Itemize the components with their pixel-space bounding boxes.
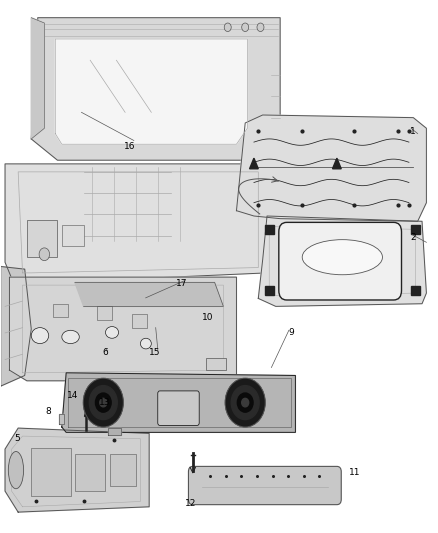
Ellipse shape xyxy=(302,240,382,274)
Ellipse shape xyxy=(106,327,119,338)
Bar xyxy=(27,220,57,257)
Text: 2: 2 xyxy=(410,233,416,243)
Polygon shape xyxy=(108,428,121,435)
Circle shape xyxy=(95,393,111,412)
Polygon shape xyxy=(10,277,237,381)
Polygon shape xyxy=(5,164,267,284)
Bar xyxy=(62,225,84,246)
Polygon shape xyxy=(85,411,87,416)
Bar xyxy=(132,314,147,328)
Circle shape xyxy=(100,398,107,407)
Text: 12: 12 xyxy=(185,498,196,507)
Ellipse shape xyxy=(8,451,24,489)
Polygon shape xyxy=(250,158,258,169)
Text: 5: 5 xyxy=(14,434,20,443)
Text: 11: 11 xyxy=(349,469,360,477)
Polygon shape xyxy=(237,115,426,221)
Circle shape xyxy=(257,23,264,31)
Circle shape xyxy=(89,385,117,419)
Text: 10: 10 xyxy=(202,312,214,321)
Bar xyxy=(97,306,112,320)
Polygon shape xyxy=(55,39,247,144)
Bar xyxy=(31,448,71,496)
Polygon shape xyxy=(75,282,223,306)
Polygon shape xyxy=(332,158,341,169)
Circle shape xyxy=(84,378,123,426)
Bar xyxy=(75,454,106,491)
Text: 17: 17 xyxy=(176,279,187,288)
Circle shape xyxy=(39,248,49,261)
Polygon shape xyxy=(31,18,44,139)
Text: 13: 13 xyxy=(99,398,110,407)
Text: 16: 16 xyxy=(124,142,135,151)
Text: 8: 8 xyxy=(45,407,51,416)
Circle shape xyxy=(226,378,265,426)
Text: 15: 15 xyxy=(149,348,161,357)
Text: 14: 14 xyxy=(67,391,78,400)
Polygon shape xyxy=(265,286,274,295)
Polygon shape xyxy=(31,18,280,160)
Circle shape xyxy=(231,385,259,419)
Bar xyxy=(110,454,136,486)
Text: 6: 6 xyxy=(102,348,108,357)
FancyBboxPatch shape xyxy=(158,391,199,425)
Circle shape xyxy=(237,393,253,412)
Polygon shape xyxy=(1,266,31,386)
Bar xyxy=(53,304,68,317)
Ellipse shape xyxy=(31,328,49,344)
Ellipse shape xyxy=(62,330,79,344)
Polygon shape xyxy=(258,216,426,306)
Polygon shape xyxy=(62,373,295,432)
Polygon shape xyxy=(5,428,149,512)
FancyBboxPatch shape xyxy=(279,222,402,300)
Bar xyxy=(206,359,226,370)
Circle shape xyxy=(242,23,249,31)
FancyBboxPatch shape xyxy=(188,466,341,505)
Ellipse shape xyxy=(141,338,151,349)
Circle shape xyxy=(224,23,231,31)
Circle shape xyxy=(242,398,249,407)
Polygon shape xyxy=(265,225,274,233)
Polygon shape xyxy=(59,414,64,424)
Polygon shape xyxy=(411,286,420,295)
Text: 1: 1 xyxy=(410,127,416,136)
Text: 9: 9 xyxy=(288,328,294,337)
Polygon shape xyxy=(411,225,420,233)
